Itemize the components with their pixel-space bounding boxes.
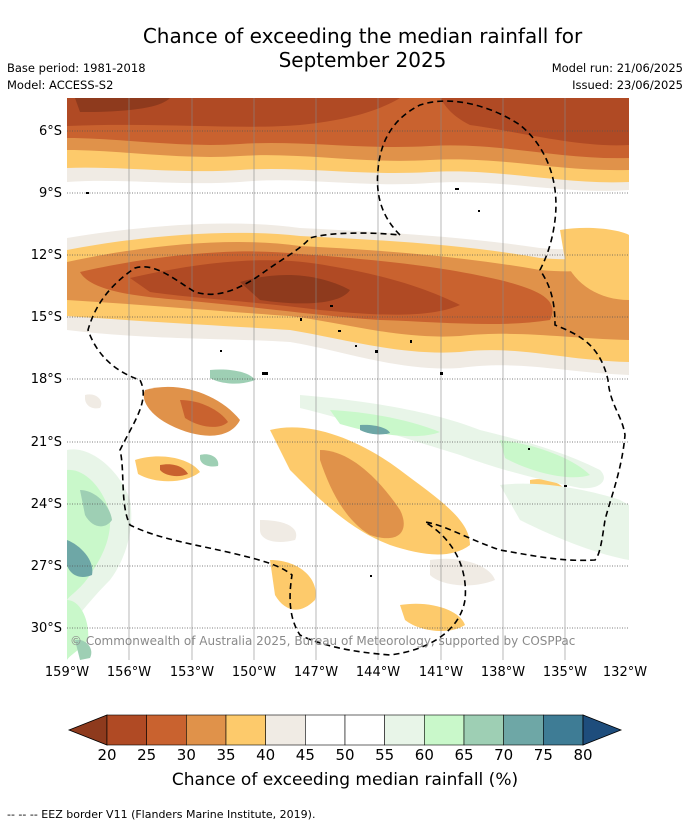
lat-tick: 15°S [30, 310, 62, 325]
colorbar-segment [503, 714, 544, 746]
colorbar-tick-label: 45 [295, 746, 315, 764]
colorbar-segment [186, 714, 227, 746]
islands [86, 188, 567, 577]
colorbar-tick-label: 30 [176, 746, 196, 764]
lon-tick: 153°W [169, 665, 215, 680]
lon-tick: 156°W [106, 665, 152, 680]
colorbar-tick-label: 55 [375, 746, 395, 764]
colorbar [67, 714, 623, 746]
lon-tick: 138°W [480, 665, 526, 680]
meta-right: Model run: 21/06/2025 Issued: 23/06/2025 [552, 60, 683, 94]
graticule [67, 130, 629, 629]
lat-tick: 18°S [30, 372, 62, 387]
lat-tick: 12°S [30, 248, 62, 263]
lon-tick: 144°W [355, 665, 401, 680]
lon-tick: 135°W [542, 665, 588, 680]
model-run: Model run: 21/06/2025 [551, 61, 683, 75]
map-title: Chance of exceeding the median rainfall … [95, 24, 630, 72]
lat-tick: 27°S [30, 559, 62, 574]
colorbar-segment [463, 714, 504, 746]
lon-tick: 159°W [44, 665, 90, 680]
lat-tick: 6°S [38, 124, 62, 139]
colorbar-segment [543, 714, 584, 746]
lon-tick: 147°W [293, 665, 339, 680]
lat-tick: 30°S [30, 621, 62, 636]
map-plot-area [67, 98, 629, 660]
colorbar-tick-label: 70 [494, 746, 514, 764]
colorbar-segment [265, 714, 306, 746]
colorbar-tick-label: 80 [573, 746, 593, 764]
colorbar-tick-label: 25 [137, 746, 157, 764]
colorbar-tick-label: 65 [454, 746, 474, 764]
eez-border [87, 100, 626, 656]
colorbar-segment [305, 714, 346, 746]
copyright-notice: © Commonwealth of Australia 2025, Bureau… [70, 634, 576, 648]
colorbar-tick-label: 50 [335, 746, 355, 764]
lat-tick: 24°S [30, 497, 62, 512]
colorbar-tick-label: 75 [533, 746, 553, 764]
meta-left: Base period: 1981-2018 Model: ACCESS-S2 [7, 60, 146, 94]
colorbar-tick-label: 20 [97, 746, 117, 764]
colorbar-segment [146, 714, 187, 746]
colorbar-segment [344, 714, 385, 746]
colorbar-extend-low [67, 714, 108, 746]
lat-tick: 9°S [38, 186, 62, 201]
colorbar-segment [106, 714, 147, 746]
colorbar-tick-label: 60 [414, 746, 434, 764]
colorbar-tick-label: 35 [216, 746, 236, 764]
colorbar-segment [424, 714, 465, 746]
title-line-2: September 2025 [278, 48, 447, 72]
lon-tick: 132°W [602, 665, 648, 680]
model-name: Model: ACCESS-S2 [7, 78, 114, 92]
issued-date: Issued: 23/06/2025 [572, 78, 683, 92]
colorbar-tick-label: 40 [256, 746, 276, 764]
lon-tick: 150°W [231, 665, 277, 680]
base-period: Base period: 1981-2018 [7, 61, 146, 75]
title-line-1: Chance of exceeding the median rainfall … [142, 24, 583, 48]
eez-legend: -- -- -- EEZ border V11 (Flanders Marine… [7, 808, 316, 821]
lat-tick: 21°S [30, 435, 62, 450]
colorbar-extend-high [582, 714, 623, 746]
colorbar-title: Chance of exceeding median rainfall (%) [171, 770, 519, 790]
lon-tick: 141°W [418, 665, 464, 680]
colorbar-segment [384, 714, 425, 746]
colorbar-segment [225, 714, 266, 746]
